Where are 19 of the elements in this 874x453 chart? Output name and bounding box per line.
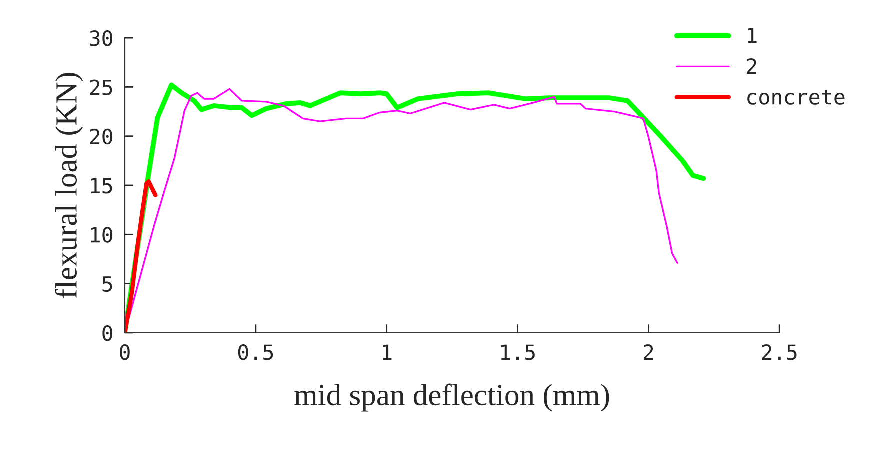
y-tick-label: 5 [102, 276, 112, 292]
y-tick-label: 25 [90, 80, 112, 96]
y-tick-label: 0 [102, 325, 113, 342]
y-tick-label: 10 [91, 227, 113, 243]
legend-label: concrete [748, 90, 845, 105]
legend-label: 1 [748, 28, 757, 44]
y-tick-label: 30 [90, 30, 113, 46]
y-tick-label: 20 [90, 128, 113, 145]
y-axis-title: flexural load (KN) [55, 73, 84, 298]
x-tick-label: 1 [383, 344, 392, 360]
line-series [124, 179, 158, 333]
x-tick-label: 0.5 [238, 344, 274, 360]
x-tick-label: 2.5 [762, 344, 797, 360]
y-tick-label: 15 [91, 178, 112, 194]
x-tick-label: 2 [644, 344, 654, 360]
x-axis-title: mid span deflection (mm) [294, 384, 610, 412]
x-tick-label: 1.5 [501, 344, 535, 360]
legend-label: 2 [747, 58, 756, 74]
x-tick-label: 0 [120, 344, 130, 360]
